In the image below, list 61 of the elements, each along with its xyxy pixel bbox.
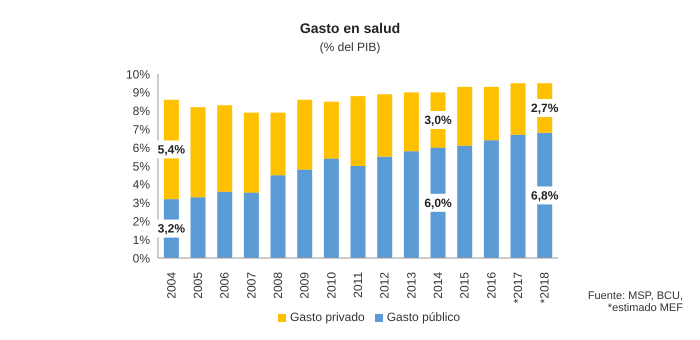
bar bbox=[297, 170, 312, 258]
legend-label: Gasto privado bbox=[290, 310, 365, 324]
x-tick-label: 2005 bbox=[191, 272, 205, 299]
y-tick-label: 8% bbox=[132, 104, 150, 118]
x-tick-label: 2013 bbox=[404, 272, 418, 299]
data-label: 3,0% bbox=[424, 113, 452, 127]
bar bbox=[484, 86, 499, 140]
x-tick-label: *2018 bbox=[538, 272, 552, 304]
bar bbox=[244, 192, 259, 258]
y-tick-label: 5% bbox=[132, 159, 150, 174]
x-tick-label: 2008 bbox=[271, 272, 285, 299]
bar bbox=[377, 94, 392, 157]
bar bbox=[484, 140, 499, 258]
bar bbox=[217, 105, 232, 192]
y-tick-label: 2% bbox=[132, 214, 150, 228]
bar bbox=[190, 107, 206, 198]
y-tick-label: 4% bbox=[132, 178, 150, 192]
bar bbox=[510, 83, 526, 135]
x-tick-label: 2015 bbox=[458, 272, 472, 299]
y-tick-label: 9% bbox=[132, 86, 150, 100]
bar bbox=[404, 92, 419, 152]
data-label: 2,7% bbox=[531, 101, 559, 116]
x-tick-label: 2014 bbox=[431, 272, 445, 299]
bar bbox=[324, 102, 339, 159]
y-tick-label: 10% bbox=[126, 67, 150, 82]
x-tick-label: 2004 bbox=[164, 272, 178, 299]
bar bbox=[270, 175, 286, 258]
bar bbox=[270, 112, 286, 176]
data-label: 3,2% bbox=[158, 222, 186, 236]
y-tick-label: 6% bbox=[132, 140, 150, 155]
x-tick-label: 2012 bbox=[378, 272, 392, 299]
y-tick-label: 7% bbox=[132, 122, 150, 136]
source-note: Fuente: MSP, BCU, *estimado MEF bbox=[586, 290, 683, 314]
bar bbox=[324, 158, 339, 258]
x-tick-label: *2017 bbox=[511, 272, 525, 304]
data-label: 6,8% bbox=[531, 188, 559, 202]
y-tick-label: 3% bbox=[132, 196, 150, 210]
bar bbox=[377, 156, 392, 258]
x-tick-label: 2011 bbox=[351, 272, 365, 298]
x-tick-label: 2009 bbox=[298, 272, 312, 299]
y-tick-label: 0% bbox=[132, 251, 150, 266]
chart-title: Gasto en salud bbox=[298, 20, 402, 36]
bar bbox=[510, 134, 526, 258]
bar bbox=[217, 192, 232, 258]
x-tick-label: 2007 bbox=[244, 272, 258, 299]
bar bbox=[457, 86, 472, 146]
bar bbox=[457, 146, 472, 258]
x-tick-label: 2016 bbox=[484, 272, 498, 299]
bar bbox=[350, 96, 366, 166]
x-tick-label: 2006 bbox=[218, 272, 232, 299]
y-tick-label: 1% bbox=[132, 232, 150, 247]
legend-label: Gasto público bbox=[386, 310, 460, 324]
data-label: 5,4% bbox=[158, 142, 186, 156]
bar bbox=[244, 112, 259, 193]
x-tick-label: 2010 bbox=[324, 272, 338, 299]
chart-subtitle: (% del PIB) bbox=[318, 40, 382, 54]
data-label: 6,0% bbox=[424, 196, 452, 210]
bar bbox=[297, 100, 312, 170]
bar bbox=[404, 151, 419, 258]
bar bbox=[350, 166, 366, 258]
bar bbox=[190, 197, 206, 258]
